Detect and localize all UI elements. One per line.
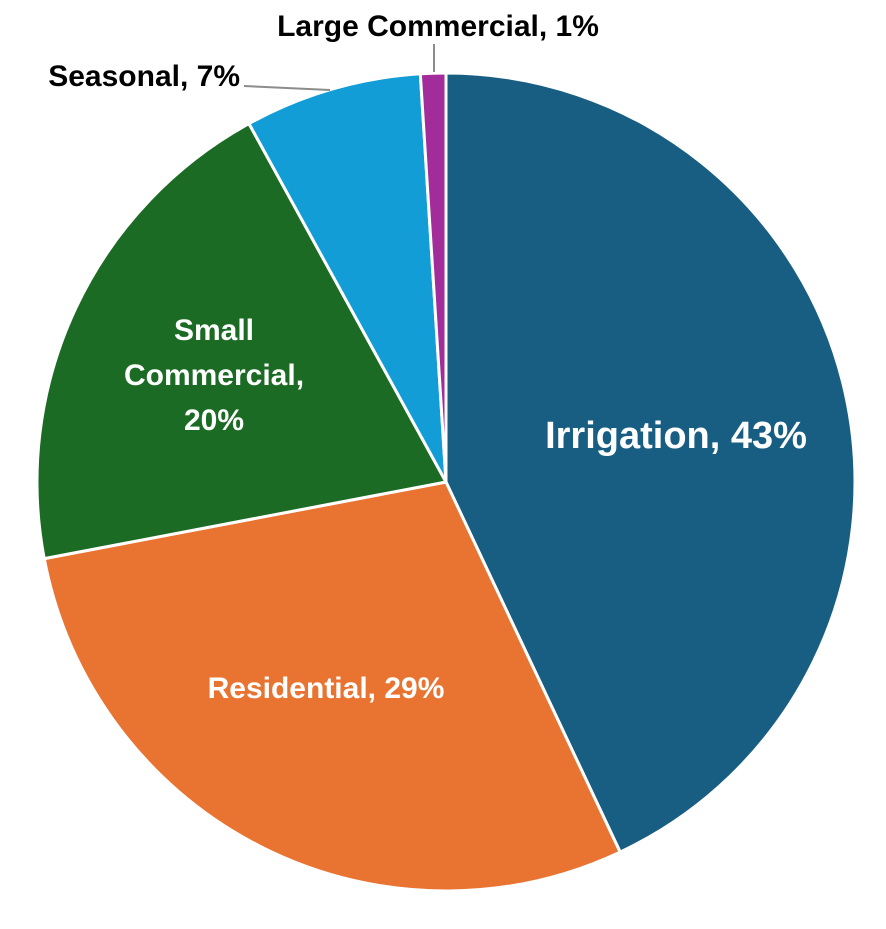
pie-slice-seasonal — [247, 72, 448, 484]
data-label-small-commercial: Small Commercial, 20% — [124, 314, 304, 437]
pie-slice-residential — [42, 480, 622, 893]
pie-slice-irrigation — [444, 71, 857, 854]
data-label-residential: Residential, 29% — [208, 672, 445, 705]
pie-slices — [35, 71, 857, 893]
data-labels: Irrigation, 43% Residential, 29% Small Comm… — [48, 10, 807, 705]
leader-line-seasonal — [243, 85, 331, 91]
pie-slice-small-commercial — [35, 122, 448, 561]
data-label-large-commercial: Large Commercial, 1% — [277, 10, 599, 43]
leader-lines — [243, 44, 435, 91]
data-label-irrigation: Irrigation, 43% — [545, 415, 807, 457]
data-label-seasonal: Seasonal, 7% — [48, 60, 240, 93]
pie-slice-large-commercial — [418, 71, 448, 484]
